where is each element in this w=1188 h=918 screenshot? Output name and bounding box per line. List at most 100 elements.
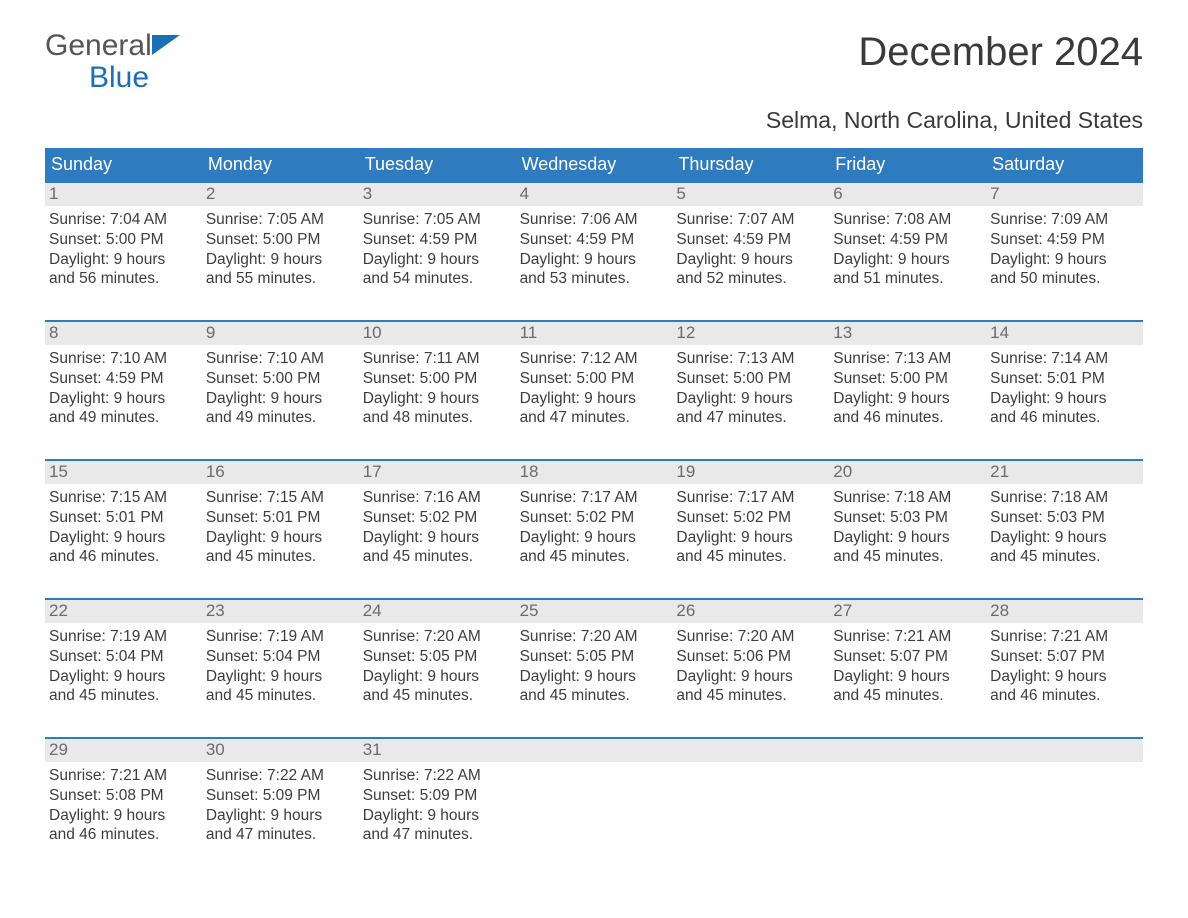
sunrise-line: Sunrise: 7:05 AM (363, 210, 512, 230)
day-cell: Sunrise: 7:20 AMSunset: 5:05 PMDaylight:… (359, 623, 516, 719)
logo: General Blue (45, 30, 180, 93)
day-cell: Sunrise: 7:10 AMSunset: 5:00 PMDaylight:… (202, 345, 359, 441)
calendar-week: 891011121314Sunrise: 7:10 AMSunset: 4:59… (45, 320, 1143, 441)
day-cell (829, 762, 986, 858)
day-number: 23 (202, 600, 359, 623)
sunrise-line: Sunrise: 7:12 AM (520, 349, 669, 369)
daylight-line-1: Daylight: 9 hours (990, 667, 1139, 687)
daylight-line-2: and 56 minutes. (49, 269, 198, 289)
sunrise-line: Sunrise: 7:18 AM (833, 488, 982, 508)
sunset-line: Sunset: 5:00 PM (363, 369, 512, 389)
daylight-line-1: Daylight: 9 hours (676, 667, 825, 687)
sunset-line: Sunset: 4:59 PM (833, 230, 982, 250)
sunrise-line: Sunrise: 7:15 AM (49, 488, 198, 508)
day-number: 5 (672, 183, 829, 206)
logo-text-blue: Blue (45, 62, 180, 94)
daylight-line-1: Daylight: 9 hours (363, 389, 512, 409)
day-cell: Sunrise: 7:09 AMSunset: 4:59 PMDaylight:… (986, 206, 1143, 302)
daylight-line-1: Daylight: 9 hours (206, 806, 355, 826)
sunrise-line: Sunrise: 7:20 AM (676, 627, 825, 647)
day-cell: Sunrise: 7:05 AMSunset: 5:00 PMDaylight:… (202, 206, 359, 302)
day-number: 27 (829, 600, 986, 623)
daylight-line-1: Daylight: 9 hours (833, 250, 982, 270)
daylight-line-1: Daylight: 9 hours (49, 389, 198, 409)
day-number: 8 (45, 322, 202, 345)
sunrise-line: Sunrise: 7:22 AM (206, 766, 355, 786)
daylight-line-2: and 45 minutes. (520, 547, 669, 567)
weekday-header-cell: Thursday (672, 148, 829, 181)
sunset-line: Sunset: 5:09 PM (363, 786, 512, 806)
sunrise-line: Sunrise: 7:14 AM (990, 349, 1139, 369)
day-cell: Sunrise: 7:21 AMSunset: 5:07 PMDaylight:… (986, 623, 1143, 719)
sunset-line: Sunset: 5:09 PM (206, 786, 355, 806)
day-number: 9 (202, 322, 359, 345)
sunset-line: Sunset: 4:59 PM (990, 230, 1139, 250)
sunset-line: Sunset: 4:59 PM (520, 230, 669, 250)
calendar-week: 293031Sunrise: 7:21 AMSunset: 5:08 PMDay… (45, 737, 1143, 858)
daylight-line-2: and 45 minutes. (520, 686, 669, 706)
sunset-line: Sunset: 5:00 PM (49, 230, 198, 250)
sunset-line: Sunset: 5:01 PM (206, 508, 355, 528)
daylight-line-1: Daylight: 9 hours (49, 528, 198, 548)
daylight-line-2: and 46 minutes. (990, 686, 1139, 706)
day-cell: Sunrise: 7:20 AMSunset: 5:06 PMDaylight:… (672, 623, 829, 719)
sunrise-line: Sunrise: 7:19 AM (49, 627, 198, 647)
day-number-row: 15161718192021 (45, 461, 1143, 484)
daylight-line-1: Daylight: 9 hours (520, 528, 669, 548)
sunset-line: Sunset: 5:01 PM (990, 369, 1139, 389)
daylight-line-2: and 49 minutes. (206, 408, 355, 428)
day-number: 31 (359, 739, 516, 762)
sunset-line: Sunset: 5:07 PM (833, 647, 982, 667)
daylight-line-2: and 45 minutes. (990, 547, 1139, 567)
day-cell: Sunrise: 7:21 AMSunset: 5:08 PMDaylight:… (45, 762, 202, 858)
sunset-line: Sunset: 5:02 PM (520, 508, 669, 528)
day-number: 6 (829, 183, 986, 206)
daylight-line-1: Daylight: 9 hours (206, 389, 355, 409)
day-number: 12 (672, 322, 829, 345)
day-cell: Sunrise: 7:15 AMSunset: 5:01 PMDaylight:… (45, 484, 202, 580)
calendar-week: 22232425262728Sunrise: 7:19 AMSunset: 5:… (45, 598, 1143, 719)
logo-flag-icon (152, 33, 180, 55)
daylight-line-1: Daylight: 9 hours (833, 667, 982, 687)
day-number: 28 (986, 600, 1143, 623)
day-cell: Sunrise: 7:04 AMSunset: 5:00 PMDaylight:… (45, 206, 202, 302)
sunset-line: Sunset: 5:04 PM (206, 647, 355, 667)
daylight-line-1: Daylight: 9 hours (676, 528, 825, 548)
day-cell: Sunrise: 7:05 AMSunset: 4:59 PMDaylight:… (359, 206, 516, 302)
day-number: 25 (516, 600, 673, 623)
daylight-line-1: Daylight: 9 hours (990, 528, 1139, 548)
sunset-line: Sunset: 5:05 PM (520, 647, 669, 667)
sunset-line: Sunset: 5:00 PM (676, 369, 825, 389)
sunrise-line: Sunrise: 7:13 AM (833, 349, 982, 369)
daylight-line-1: Daylight: 9 hours (676, 250, 825, 270)
daylight-line-1: Daylight: 9 hours (206, 528, 355, 548)
sunrise-line: Sunrise: 7:22 AM (363, 766, 512, 786)
sunset-line: Sunset: 5:01 PM (49, 508, 198, 528)
sunset-line: Sunset: 5:00 PM (206, 230, 355, 250)
day-cell: Sunrise: 7:14 AMSunset: 5:01 PMDaylight:… (986, 345, 1143, 441)
day-cell: Sunrise: 7:12 AMSunset: 5:00 PMDaylight:… (516, 345, 673, 441)
daylight-line-1: Daylight: 9 hours (363, 528, 512, 548)
day-cell: Sunrise: 7:18 AMSunset: 5:03 PMDaylight:… (829, 484, 986, 580)
sunset-line: Sunset: 5:00 PM (206, 369, 355, 389)
daylight-line-2: and 49 minutes. (49, 408, 198, 428)
daylight-line-1: Daylight: 9 hours (833, 389, 982, 409)
day-number: 7 (986, 183, 1143, 206)
location-subtitle: Selma, North Carolina, United States (45, 107, 1143, 134)
daylight-line-2: and 45 minutes. (206, 547, 355, 567)
sunrise-line: Sunrise: 7:05 AM (206, 210, 355, 230)
day-number: 24 (359, 600, 516, 623)
daylight-line-1: Daylight: 9 hours (206, 250, 355, 270)
daylight-line-2: and 50 minutes. (990, 269, 1139, 289)
day-number: 18 (516, 461, 673, 484)
sunrise-line: Sunrise: 7:16 AM (363, 488, 512, 508)
daylight-line-2: and 47 minutes. (363, 825, 512, 845)
weekday-header-cell: Wednesday (516, 148, 673, 181)
daylight-line-2: and 45 minutes. (833, 686, 982, 706)
day-number: 16 (202, 461, 359, 484)
sunrise-line: Sunrise: 7:11 AM (363, 349, 512, 369)
sunset-line: Sunset: 5:00 PM (520, 369, 669, 389)
logo-text-general: General (45, 29, 152, 62)
day-cell: Sunrise: 7:20 AMSunset: 5:05 PMDaylight:… (516, 623, 673, 719)
daylight-line-2: and 45 minutes. (833, 547, 982, 567)
